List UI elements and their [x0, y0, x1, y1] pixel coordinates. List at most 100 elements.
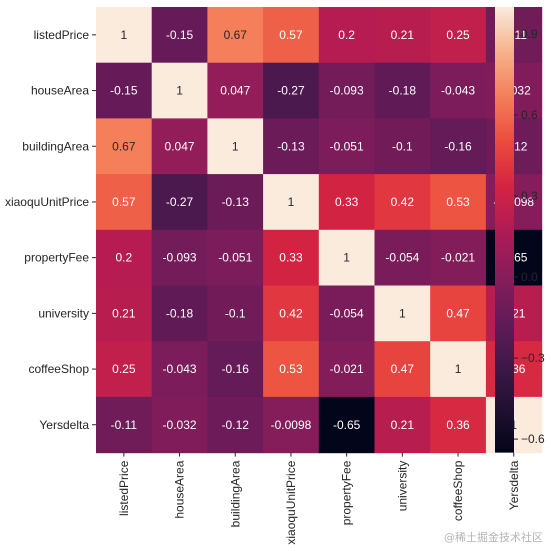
heatmap-cell: [318, 174, 376, 231]
y-tick-label: listedPrice: [34, 28, 90, 42]
watermark: @稀土掘金技术社区: [444, 531, 543, 544]
cell-value-label: 0.42: [391, 195, 415, 209]
heatmap-cell: [430, 174, 487, 231]
cell-value-label: 1: [399, 306, 406, 320]
heatmap-cell: [374, 396, 431, 454]
cell-value-label: -0.093: [330, 84, 364, 98]
colorbar-tick-label: 0.9: [521, 27, 538, 41]
cell-value-label: 0.67: [224, 28, 248, 42]
cell-value-label: 0.21: [391, 418, 415, 432]
y-tick-label: propertyFee: [24, 251, 89, 265]
heatmap-cell: [374, 174, 431, 231]
cell-value-label: 0.57: [112, 195, 136, 209]
cell-value-label: -0.27: [166, 195, 194, 209]
colorbar-tick-label: 0.6: [521, 108, 538, 122]
heatmap-cell: [374, 62, 431, 119]
heatmap-cell: [430, 118, 487, 175]
y-tick-label: Yersdelta: [39, 418, 89, 432]
heatmap-cell: [96, 341, 153, 398]
heatmap-cell: [96, 396, 153, 454]
cell-value-label: 0.25: [112, 362, 136, 376]
heatmap-cell: [207, 341, 264, 398]
heatmap-cell: [151, 285, 208, 342]
heatmap-cell: [318, 229, 376, 287]
cell-value-label: 0.21: [112, 306, 136, 320]
y-tick-label: buildingArea: [22, 139, 89, 153]
heatmap-cell: [96, 62, 153, 119]
heatmap-cell: [374, 229, 431, 287]
heatmap-cells: [96, 7, 543, 454]
cell-value-label: 0.42: [279, 306, 303, 320]
heatmap-cell: [318, 7, 376, 64]
heatmap-cell: [151, 174, 208, 231]
cell-value-label: -0.043: [441, 84, 475, 98]
x-tick-label: propertyFee: [340, 460, 354, 525]
heatmap-cell: [263, 174, 320, 231]
x-tick-label: buildingArea: [228, 460, 242, 527]
cell-value-label: 0.53: [446, 195, 470, 209]
heatmap-cell: [96, 7, 153, 64]
heatmap-cell: [318, 285, 376, 342]
heatmap-cell: [430, 285, 487, 342]
heatmap-cell: [374, 285, 431, 342]
heatmap-cell: [430, 341, 487, 398]
heatmap-cell: [207, 7, 264, 64]
heatmap-cell: [151, 7, 208, 64]
cell-value-label: 1: [455, 362, 462, 376]
y-tick-label: houseArea: [31, 84, 89, 98]
x-tick-label: listedPrice: [117, 460, 131, 516]
heatmap-cell: [318, 118, 376, 175]
cell-value-label: -0.13: [222, 195, 250, 209]
cell-value-label: 0.36: [446, 418, 470, 432]
cell-value-label: 1: [121, 28, 128, 42]
heatmap-cell: [263, 341, 320, 398]
cell-value-label: 0.33: [279, 251, 303, 265]
cell-value-label: -0.15: [166, 28, 194, 42]
colorbar-tick-label: −0.3: [521, 351, 545, 365]
x-axis-tick-labels: listedPrice houseArea buildingArea xiaoquUn…: [117, 452, 521, 545]
cell-value-label: -0.051: [330, 139, 364, 153]
cell-value-label: -0.16: [222, 362, 250, 376]
heatmap-cell: [96, 174, 153, 231]
heatmap-cell: [318, 62, 376, 119]
heatmap-cell: [430, 229, 487, 287]
cell-value-label: 0.53: [279, 362, 303, 376]
colorbar-tick-label: 0.0: [521, 270, 538, 284]
colorbar-gradient: [495, 7, 514, 453]
cell-value-label: 1: [343, 251, 350, 265]
heatmap-cell: [374, 341, 431, 398]
colorbar-tick-label: 0.3: [521, 189, 538, 203]
cell-value-label: -0.15: [110, 84, 138, 98]
heatmap-cell: [263, 118, 320, 175]
cell-value-label: 0.047: [165, 139, 195, 153]
y-axis-tick-labels: listedPrice houseArea buildingArea xiaoquUn…: [5, 28, 96, 432]
heatmap-cell: [151, 396, 208, 454]
cell-value-label: -0.093: [163, 251, 197, 265]
y-tick-label: coffeeShop: [29, 362, 90, 376]
heatmap-cell: [318, 396, 376, 454]
cell-value-label: -0.043: [163, 362, 197, 376]
heatmap-cell: [263, 285, 320, 342]
heatmap-cell: [207, 174, 264, 231]
cell-value-label: 0.67: [112, 139, 136, 153]
heatmap-cell: [263, 7, 320, 64]
cell-value-label: 1: [176, 84, 183, 98]
cell-value-label: -0.054: [385, 251, 419, 265]
cell-value-label: 1: [288, 195, 295, 209]
heatmap-cell: [207, 118, 264, 175]
heatmap-cell: [151, 229, 208, 287]
x-tick-label: university: [395, 461, 409, 512]
heatmap-cell: [263, 229, 320, 287]
y-tick-label: xiaoquUnitPrice: [5, 195, 89, 209]
x-tick-label: xiaoquUnitPrice: [284, 460, 298, 544]
cell-value-label: 0.2: [338, 28, 355, 42]
cell-value-label: -0.051: [218, 251, 252, 265]
cell-value-label: -0.13: [277, 139, 305, 153]
heatmap-cell: [430, 7, 487, 64]
heatmap-cell: [207, 229, 264, 287]
cell-value-label: -0.18: [166, 306, 194, 320]
cell-value-label: -0.12: [222, 418, 250, 432]
cell-value-label: 1: [232, 139, 239, 153]
x-tick-label: coffeeShop: [451, 460, 465, 521]
